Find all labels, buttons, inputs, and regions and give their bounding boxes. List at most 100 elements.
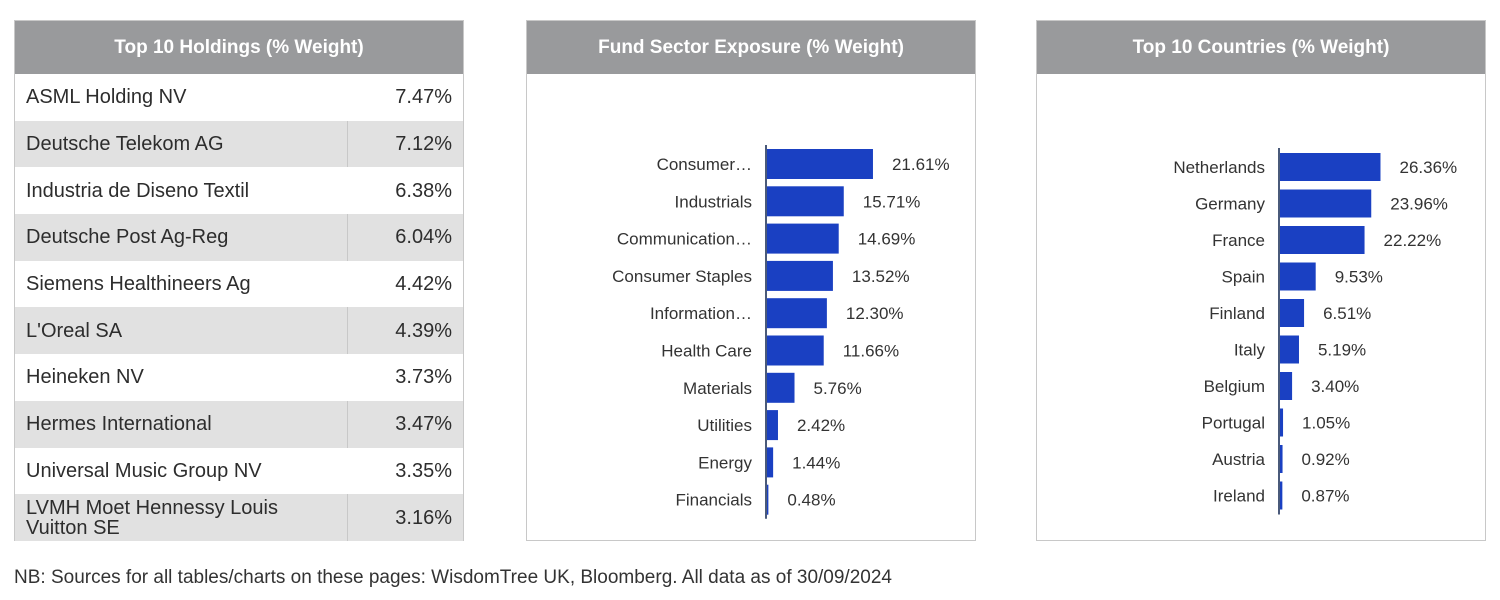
category-label: Utilities [697,416,752,435]
sector-header: Fund Sector Exposure (% Weight) [527,21,975,74]
top-countries-panel: Top 10 Countries (% Weight) Netherlands 2… [1036,20,1486,541]
holding-row: L'Oreal SA 4.39% [15,307,463,355]
bar [1279,226,1365,254]
data-label: 12.30% [846,304,904,323]
holding-weight: 6.38% [395,179,452,202]
countries-header: Top 10 Countries (% Weight) [1037,21,1485,74]
data-label: 2.42% [797,416,845,435]
category-label: Financials [675,491,752,510]
holding-row: Deutsche Post Ag-Reg 6.04% [15,214,463,261]
category-label: Spain [1222,268,1265,287]
bar [766,223,839,254]
bar [766,410,778,441]
bar [766,186,844,217]
holding-weight: 4.42% [395,273,452,296]
category-label: Italy [1234,341,1266,360]
holding-weight: 3.47% [346,400,463,448]
data-label: 26.36% [1399,158,1457,177]
data-label: 1.44% [792,453,840,472]
holding-row: Siemens Healthineers Ag 4.42% [15,261,463,308]
bar [1279,189,1372,218]
category-label: France [1212,231,1265,250]
footnote: NB: Sources for all tables/charts on the… [14,567,892,588]
category-label: Energy [698,453,752,472]
bar [766,372,795,403]
data-label: 15.71% [863,192,921,211]
holding-weight: 6.04% [346,214,463,261]
category-label: Austria [1212,450,1265,469]
holding-row: Industria de Diseno Textil 6.38% [15,167,463,214]
data-label: 6.51% [1323,304,1371,323]
category-label: Communication… [617,230,752,249]
bar [1279,299,1305,327]
bar [1279,335,1299,364]
bar [1279,445,1283,473]
category-label: Germany [1195,195,1265,214]
data-label: 23.96% [1390,195,1448,214]
holding-row: Universal Music Group NV 3.35% [15,448,463,495]
holding-name: Universal Music Group NV [26,459,262,482]
bar [766,484,769,515]
top-holdings-panel: Top 10 Holdings (% Weight) ASML Holding … [14,20,464,541]
holding-name: Deutsche Post Ag-Reg [26,226,229,249]
holding-weight: 7.12% [346,120,463,168]
data-label: 13.52% [852,267,910,286]
holdings-table: ASML Holding NV 7.47% Deutsche Telekom AG 7… [15,74,463,541]
data-label: 5.76% [814,379,862,398]
holding-row: Heineken NV 3.73% [15,354,463,401]
bar [1279,481,1283,510]
holding-row: ASML Holding NV 7.47% [15,74,463,121]
holding-weight: 4.39% [346,307,463,355]
category-label: Consumer Staples [612,267,752,286]
holding-row: LVMH Moet Hennessy Louis Vuitton SE 3.16% [15,494,463,541]
holding-row: Hermes International 3.47% [15,400,463,448]
data-label: 21.61% [892,155,950,174]
holding-row: Deutsche Telekom AG 7.12% [15,120,463,168]
category-label: Finland [1209,304,1265,323]
data-label: 22.22% [1384,231,1442,250]
holding-name: Siemens Healthineers Ag [26,273,251,296]
top-countries-chart: Netherlands 26.36% Germany 23.96% France 22.2… [1173,148,1457,515]
bar [766,298,827,329]
data-label: 9.53% [1335,268,1383,287]
holding-name: Deutsche Telekom AG [26,133,224,156]
holding-name: Industria de Diseno Textil [26,179,250,202]
sector-exposure-panel: Fund Sector Exposure (% Weight) Consumer… [526,20,976,541]
category-label: Ireland [1213,487,1265,506]
bar [1279,262,1316,291]
category-label: Health Care [661,342,752,361]
category-label: Information… [650,304,752,323]
bar [766,260,833,291]
holding-weight: 3.73% [395,366,452,389]
data-label: 5.19% [1318,341,1366,360]
bar [766,447,774,478]
category-label: Materials [683,379,752,398]
sector-exposure-chart: Consumer… 21.61% Industrials 15.71% Communic… [612,145,950,519]
holding-weight: 7.47% [395,86,452,109]
bar [766,335,824,366]
holding-name: Heineken NV [26,366,144,389]
holding-name: LVMH Moet Hennessy Louis Vuitton SE [26,496,278,539]
bar [1279,408,1284,437]
holding-name: ASML Holding NV [26,86,187,109]
holdings-header: Top 10 Holdings (% Weight) [15,21,463,74]
category-label: Industrials [675,192,752,211]
bar [1279,153,1381,181]
category-label: Netherlands [1173,158,1265,177]
category-label: Portugal [1202,414,1265,433]
category-label: Consumer… [657,155,752,174]
holding-name: Hermes International [26,413,212,436]
data-label: 0.48% [787,491,835,510]
data-label: 14.69% [858,230,916,249]
category-label: Belgium [1204,377,1265,396]
holding-name: L'Oreal SA [26,319,123,342]
bar [766,149,873,179]
data-label: 11.66% [843,342,899,361]
data-label: 3.40% [1311,377,1359,396]
data-label: 1.05% [1302,414,1350,433]
data-label: 0.87% [1301,487,1349,506]
bar [1279,372,1293,400]
holding-weight: 3.16% [346,494,463,541]
data-label: 0.92% [1302,450,1350,469]
holding-weight: 3.35% [395,459,452,482]
